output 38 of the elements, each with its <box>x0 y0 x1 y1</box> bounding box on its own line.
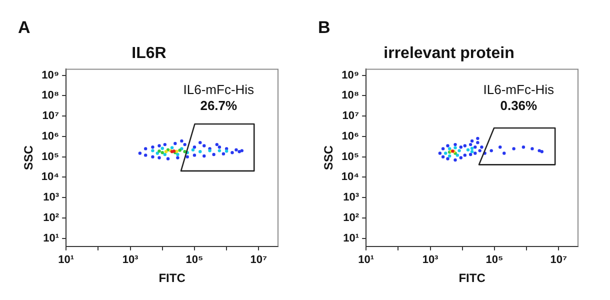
x-axis-title: FITC <box>458 271 486 286</box>
y-tick-label: 10² <box>343 212 360 224</box>
text: A <box>18 18 30 38</box>
y-tick-label: 10¹ <box>343 232 360 244</box>
x-tick-label: 10⁵ <box>186 254 204 266</box>
annotation: 0.36% <box>500 98 538 114</box>
y-tick-label: 10⁶ <box>342 130 360 142</box>
y-tick-label: 10³ <box>43 192 60 204</box>
x-tick-label: 10⁷ <box>250 254 268 266</box>
y-tick-label: 10⁴ <box>341 171 360 184</box>
chart-title: IL6R <box>132 45 167 62</box>
annotation: IL6-mFc-His <box>183 82 255 98</box>
x-tick-label: 10³ <box>122 254 139 266</box>
y-tick-label: 10³ <box>343 192 360 204</box>
y-tick-label: 10⁹ <box>342 69 360 82</box>
x-tick-label: 10³ <box>422 254 439 266</box>
annotation: 26.7% <box>200 98 238 114</box>
y-tick-label: 10⁶ <box>42 130 60 142</box>
y-tick-label: 10⁹ <box>42 69 60 82</box>
y-tick-label: 10⁵ <box>342 150 360 163</box>
y-tick-label: 10⁷ <box>342 110 360 122</box>
y-tick-label: 10⁵ <box>42 150 60 163</box>
x-tick-label: 10⁷ <box>550 254 568 266</box>
y-tick-label: 10⁷ <box>42 110 60 122</box>
y-tick-label: 10⁴ <box>41 171 60 184</box>
y-axis-title: SSC <box>22 145 36 170</box>
x-tick-label: 10⁵ <box>486 254 504 266</box>
text: B <box>318 18 330 38</box>
y-tick-label: 10⁸ <box>42 90 60 102</box>
x-axis-title: FITC <box>158 271 186 286</box>
x-tick-label: 10¹ <box>58 254 74 266</box>
annotation: IL6-mFc-His <box>483 82 555 98</box>
y-axis-title: SSC <box>322 145 336 170</box>
x-tick-label: 10¹ <box>358 254 374 266</box>
y-tick-label: 10¹ <box>43 232 60 244</box>
chart-title: irrelevant protein <box>384 45 514 62</box>
y-tick-label: 10² <box>43 212 60 224</box>
y-tick-label: 10⁸ <box>342 90 360 102</box>
